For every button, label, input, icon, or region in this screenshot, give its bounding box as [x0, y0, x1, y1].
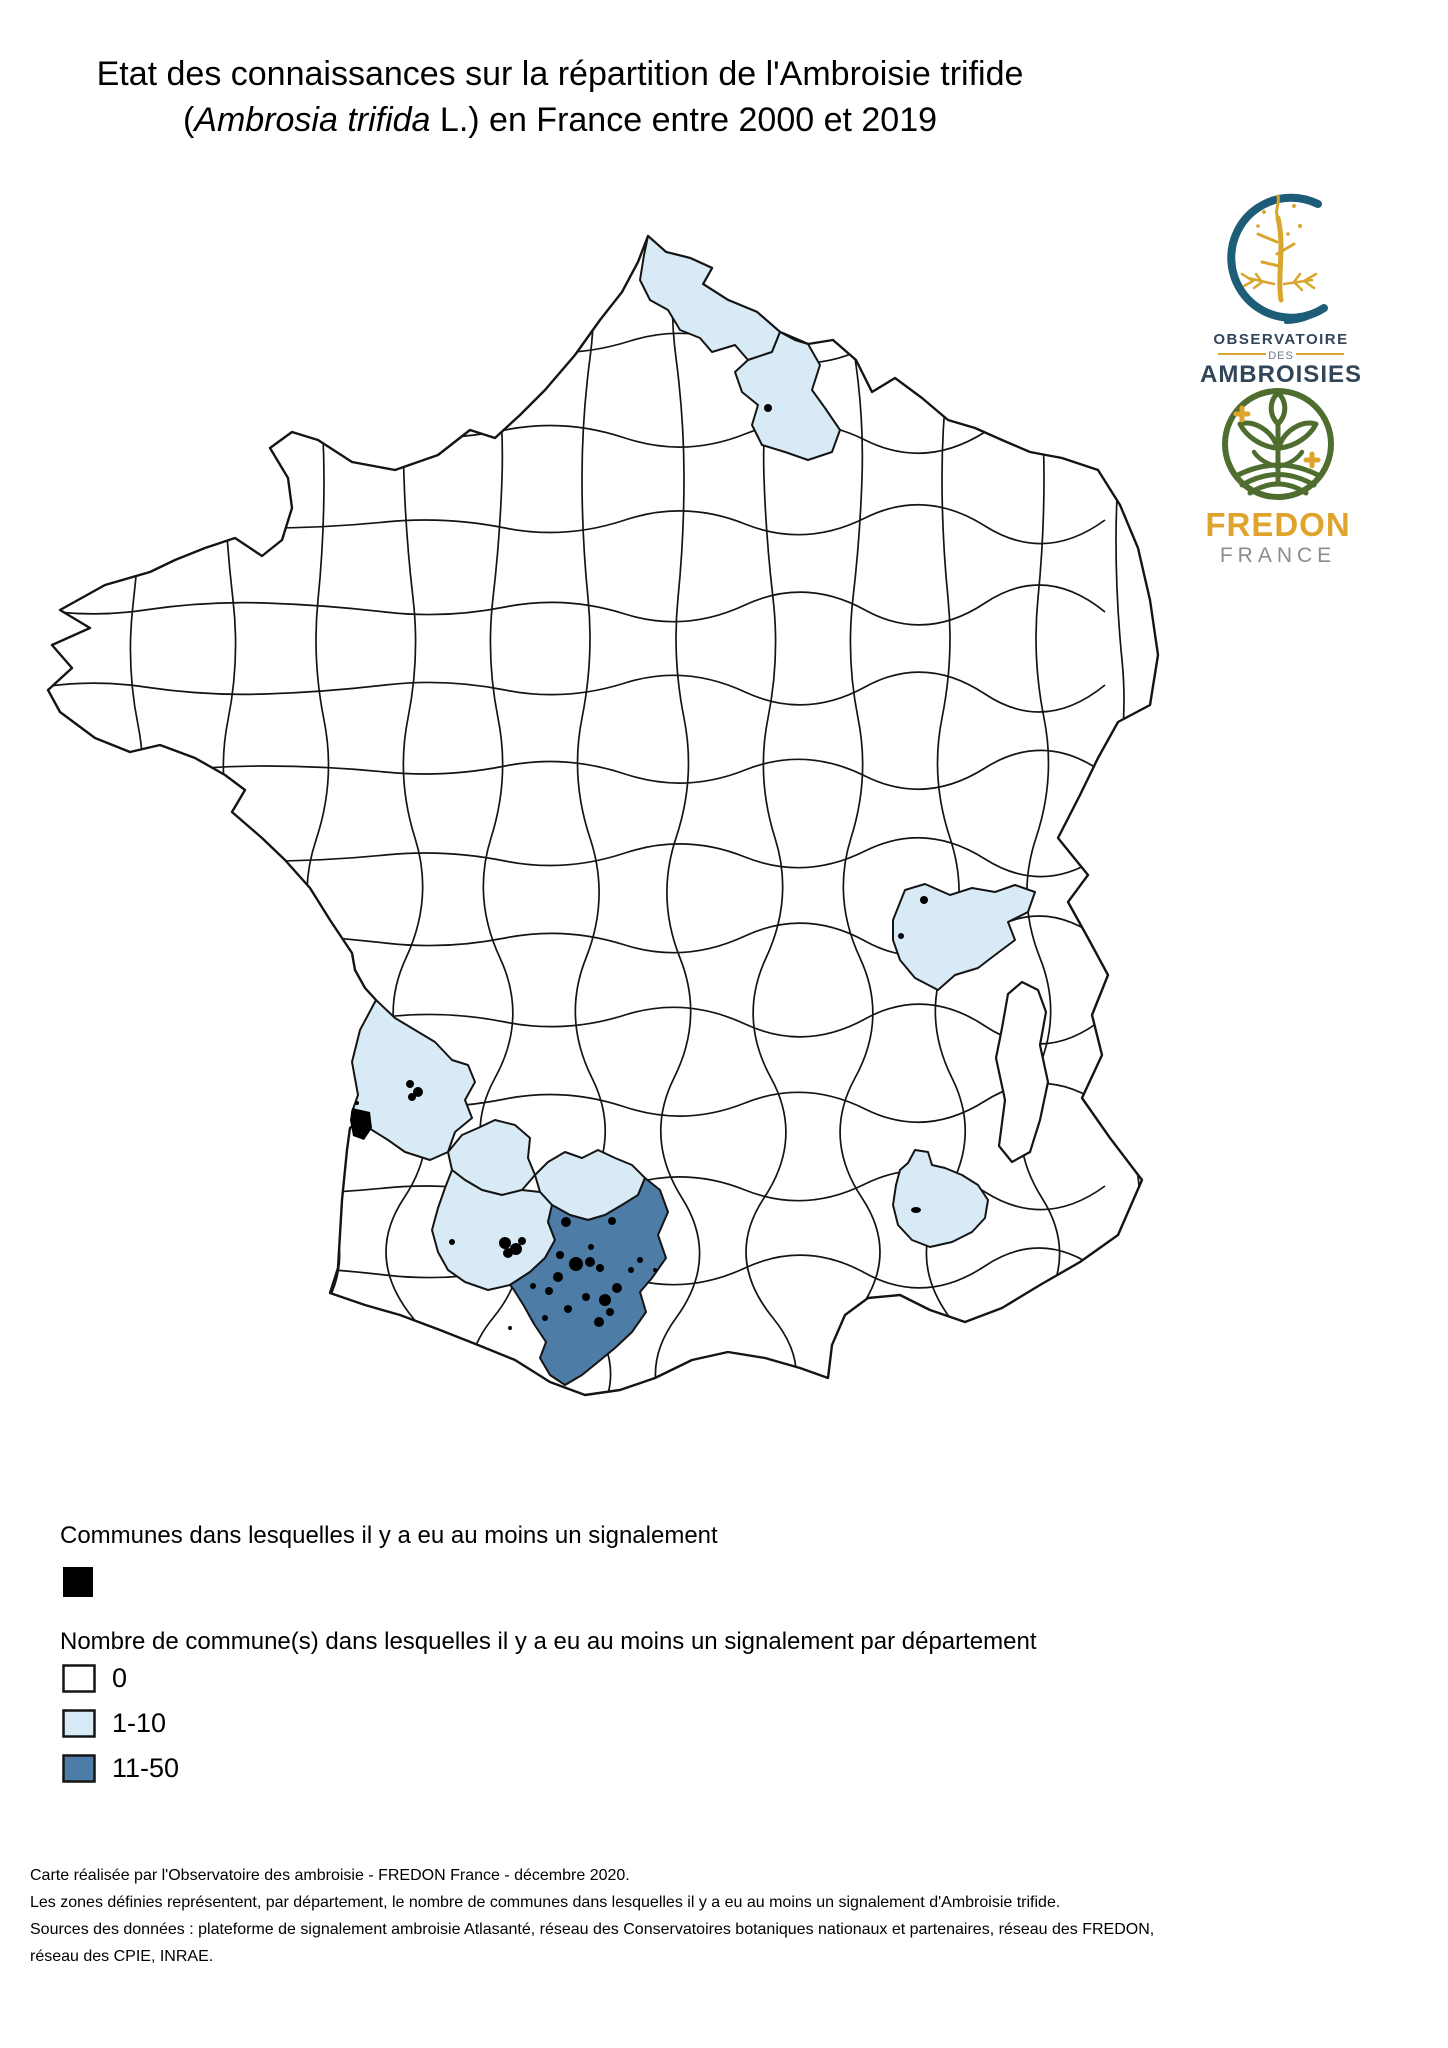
legend-departements-title: Nombre de commune(s) dans lesquelles il …	[60, 1628, 1037, 1655]
subtitle-open: (	[182, 101, 195, 139]
legend-item-1-10: 1-10	[62, 1708, 166, 1738]
commune-markers-aisne	[764, 404, 772, 412]
department-ain	[892, 883, 1036, 991]
subtitle-species-name: Ambrosia trifida	[194, 101, 431, 139]
observatoire-logo-line1: OBSERVATOIRE	[1213, 331, 1348, 348]
page-title: Etat des connaissances sur la répartitio…	[96, 55, 1024, 93]
legend-item-11-50: 11-50	[62, 1753, 179, 1783]
legend-communes-title: Communes dans lesquelles il y a eu au mo…	[60, 1522, 718, 1549]
observatoire-plant-icon	[1240, 194, 1318, 303]
fredon-plant-icon	[1222, 388, 1334, 500]
france-map	[46, 234, 1160, 1397]
observatoire-logo-line3: AMBROISIES	[1200, 361, 1362, 388]
corsica-outline	[994, 980, 1050, 1164]
observatoire-crescent-icon	[1227, 193, 1328, 324]
footer-credits: Carte réalisée par l'Observatoire des am…	[30, 1862, 1154, 1970]
commune-markers-gironde	[350, 1080, 423, 1140]
legend-label-11-50: 11-50	[112, 1752, 180, 1783]
department-aisne	[734, 331, 841, 461]
legend-swatch-11-50	[62, 1753, 96, 1783]
legend-swatch-1-10	[62, 1708, 96, 1738]
departments-1-10	[351, 235, 1036, 1291]
commune-markers-gard	[911, 1207, 921, 1213]
fredon-logo-name: FREDON	[1205, 506, 1350, 543]
legend-communes-swatch	[63, 1567, 93, 1597]
commune-markers-ain	[898, 896, 928, 939]
legend-label-1-10: 1-10	[112, 1707, 167, 1738]
commune-markers-haute-garonne	[508, 1217, 657, 1330]
department-gard	[892, 1149, 989, 1248]
commune-markers	[350, 404, 928, 1330]
page-subtitle: (Ambrosia trifida L.) en France entre 20…	[0, 98, 1120, 142]
department-haute-garonne	[509, 1177, 669, 1386]
fredon-france-logo: FREDON FRANCE	[1205, 388, 1350, 567]
commune-markers-gers	[449, 1237, 526, 1258]
footer-line-1: Carte réalisée par l'Observatoire des am…	[30, 1867, 630, 1884]
subtitle-rest: L.) en France entre 2000 et 2019	[430, 101, 938, 139]
fredon-sparkle-icons	[1233, 405, 1321, 469]
observatoire-logo-line2: DES	[1268, 350, 1294, 362]
legend-label-0: 0	[112, 1662, 128, 1693]
observatoire-ambroisies-logo: OBSERVATOIRE DES AMBROISIES	[1200, 193, 1362, 388]
fredon-logo-country: FRANCE	[1220, 544, 1336, 567]
legend-item-0: 0	[62, 1663, 127, 1693]
footer-line-4: réseau des CPIE, INRAE.	[30, 1948, 214, 1965]
footer-line-2: Les zones définies représentent, par dép…	[30, 1894, 1061, 1911]
legend-swatch-0	[62, 1663, 96, 1693]
departments-11-50	[509, 1177, 669, 1386]
footer-line-3: Sources des données : plateforme de sign…	[30, 1921, 1155, 1938]
